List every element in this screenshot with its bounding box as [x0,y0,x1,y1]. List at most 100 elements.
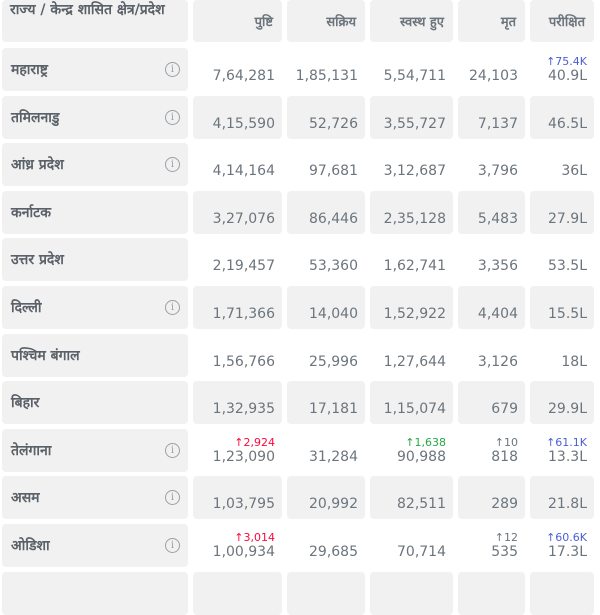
confirmed-value: 1,03,795 [212,496,275,513]
recovered-value: 1,52,922 [383,305,446,322]
table-row-partial [0,571,600,615]
confirmed-cell: 2,19,457 [193,238,282,281]
tested-delta: ↑75.4K [546,55,587,68]
active-value: 29,685 [309,543,358,560]
confirmed-value: 4,15,590 [212,115,275,132]
active-cell: 17,181 [287,381,365,425]
deceased-cell: 3,356 [458,238,525,281]
table-row[interactable]: उत्तर प्रदेश 2,19,457 53,360 1,62,741 3,356 5… [0,238,600,282]
confirmed-cell: 1,71,366 [193,285,282,329]
deceased-cell: 3,126 [458,334,525,377]
active-value: 25,996 [309,353,358,370]
header-active[interactable]: सक्रिय [287,0,365,42]
cell [530,571,594,615]
info-icon[interactable]: i [165,299,180,315]
table-row[interactable]: कर्नाटक 3,27,076 86,446 2,35,128 5,483 27.9L [0,190,600,234]
state-name-cell[interactable]: असम i [2,476,188,520]
active-value: 31,284 [309,448,358,465]
tested-cell: 27.9L [530,190,594,234]
tested-cell: 53.5L [530,238,594,281]
confirmed-value: 1,00,934 [212,543,275,560]
tested-value: 53.5L [548,258,587,275]
state-name: बिहार [11,395,40,412]
confirmed-value: 4,14,164 [212,163,275,180]
header-confirmed[interactable]: पुष्टि [193,0,282,42]
state-name-cell[interactable]: कर्नाटक [2,190,188,234]
tested-cell: ↑61.1K 13.3L [530,429,594,472]
table-row[interactable]: महाराष्ट्र i 7,64,281 1,85,131 5,54,711 24,10… [0,48,600,91]
state-name-cell[interactable]: उत्तर प्रदेश [2,238,188,282]
info-icon[interactable]: i [165,537,180,553]
deceased-value: 3,796 [477,163,518,180]
state-name-cell[interactable]: पश्चिम बंगाल [2,333,188,377]
state-name: तमिलनाडु [11,109,60,126]
confirmed-cell: 4,15,590 [193,95,282,139]
active-cell: 1,85,131 [287,48,365,91]
table-row[interactable]: असम i 1,03,795 20,992 82,511 289 21.8L [0,476,600,520]
recovered-cell: 1,52,922 [370,285,453,329]
info-icon[interactable]: i [165,442,180,458]
state-name-cell[interactable]: बिहार [2,381,188,425]
recovered-value: 3,12,687 [383,163,446,180]
state-name-cell[interactable]: आंध्र प्रदेश i [2,143,188,187]
tested-value: 40.9L [548,68,587,84]
table-row[interactable]: ओडिशा i ↑3,014 1,00,934 29,685 70,714 ↑12 535 ↑6… [0,523,600,567]
table-row[interactable]: आंध्र प्रदेश i 4,14,164 97,681 3,12,687 3,796… [0,143,600,187]
confirmed-value: 3,27,076 [212,210,275,227]
state-name-cell[interactable]: ओडिशा i [2,523,188,567]
header-state[interactable]: राज्य / केन्द्र शासित क्षेत्र/प्रदेश [2,0,188,42]
state-name-cell[interactable]: तमिलनाडु i [2,95,188,139]
deceased-cell: 5,483 [458,190,525,234]
info-icon[interactable]: i [165,62,180,77]
tested-cell: ↑60.6K 17.3L [530,524,594,567]
tested-value: 27.9L [548,210,587,227]
deceased-value: 5,483 [477,210,518,227]
recovered-cell: 2,35,128 [370,190,453,234]
tested-cell: ↑75.4K 40.9L [530,48,594,91]
confirmed-cell: 3,27,076 [193,190,282,234]
info-icon[interactable]: i [165,109,180,125]
recovered-value: 2,35,128 [383,210,446,227]
info-icon[interactable]: i [165,490,180,506]
active-cell: 25,996 [287,334,365,377]
confirmed-delta: ↑2,924 [234,435,275,449]
deceased-value: 535 [491,543,518,560]
state-name: पश्चिम बंगाल [11,347,80,364]
recovered-cell: 1,27,644 [370,334,453,377]
deceased-value: 24,103 [469,68,518,84]
state-name-cell[interactable]: दिल्ली i [2,285,188,329]
active-value: 52,726 [309,115,358,132]
deceased-delta: ↑12 [494,530,518,544]
state-name-cell[interactable]: महाराष्ट्र i [2,48,188,91]
info-icon[interactable]: i [165,157,180,173]
header-deceased[interactable]: मृत [458,0,525,42]
state-name: महाराष्ट्र [11,62,48,78]
recovered-cell: ↑1,638 90,988 [370,429,453,472]
table-row[interactable]: बिहार 1,32,935 17,181 1,15,074 679 29.9L [0,381,600,425]
tested-cell: 46.5L [530,95,594,139]
table-row[interactable]: पश्चिम बंगाल 1,56,766 25,996 1,27,644 3,126 1… [0,333,600,377]
table-row[interactable]: तमिलनाडु i 4,15,590 52,726 3,55,727 7,137 46.5… [0,95,600,139]
confirmed-cell: 7,64,281 [193,48,282,91]
header-recovered[interactable]: स्वस्थ हुए [370,0,453,42]
table-row[interactable]: तेलंगाना i ↑2,924 1,23,090 31,284 ↑1,638 90,98… [0,428,600,472]
state-name-cell[interactable]: तेलंगाना i [2,428,188,472]
confirmed-value: 1,23,090 [212,448,275,465]
tested-cell: 15.5L [530,285,594,329]
active-cell: 20,992 [287,476,365,520]
table-header: राज्य / केन्द्र शासित क्षेत्र/प्रदेश पुष… [0,0,600,42]
recovered-cell: 82,511 [370,476,453,520]
deceased-cell: 3,796 [458,143,525,186]
tested-cell: 21.8L [530,476,594,520]
tested-value: 17.3L [548,543,587,560]
table-row[interactable]: दिल्ली i 1,71,366 14,040 1,52,922 4,404 15.5L [0,285,600,329]
confirmed-value: 1,56,766 [212,353,275,370]
header-tested[interactable]: परीक्षित [530,0,594,42]
cell [370,571,453,615]
tested-cell: 36L [530,143,594,186]
confirmed-cell: 4,14,164 [193,143,282,186]
active-cell: 53,360 [287,238,365,281]
deceased-cell: 679 [458,381,525,425]
active-cell: 14,040 [287,285,365,329]
tested-value: 13.3L [548,448,587,465]
